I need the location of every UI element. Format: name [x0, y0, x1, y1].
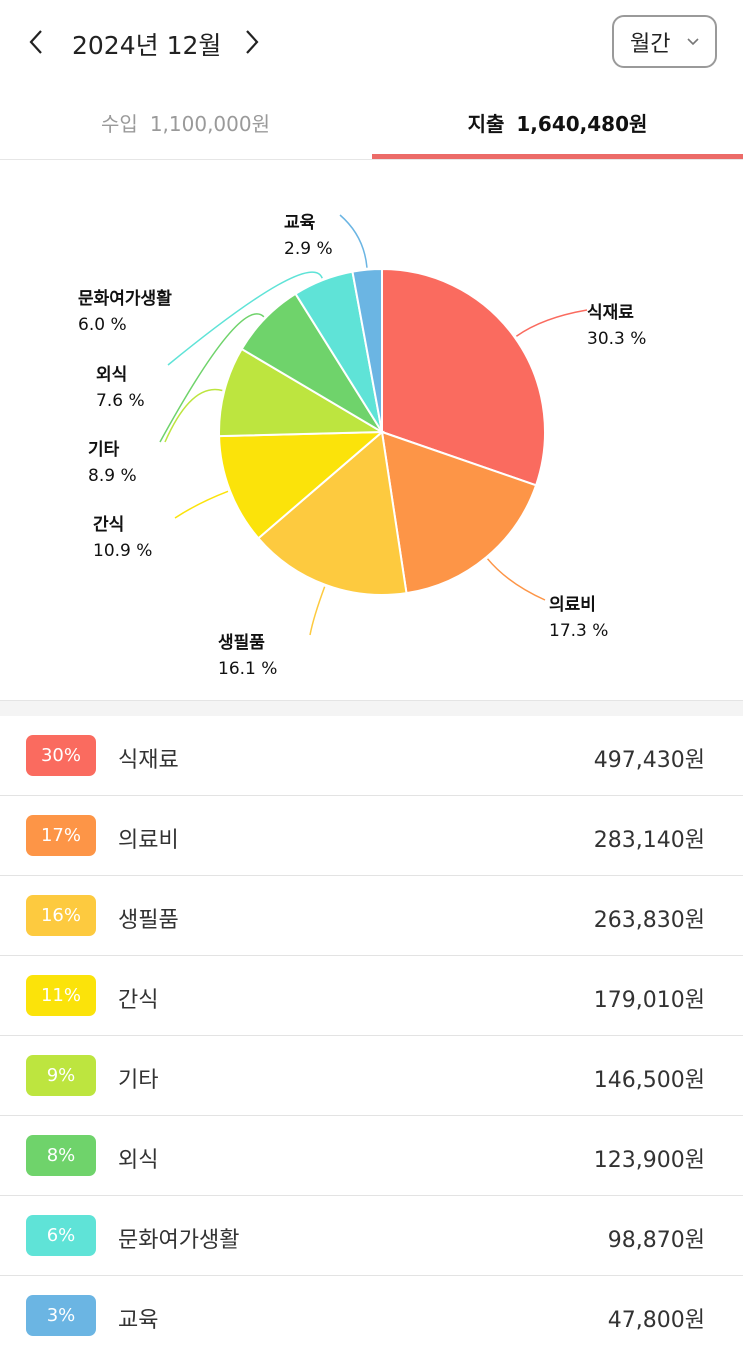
pie-leader-line [174, 490, 229, 519]
tab-income-amount: 1,100,000원 [149, 111, 270, 136]
pie-slice-percent: 6.0 % [78, 315, 127, 335]
category-list: 30% 식재료 497,430원 17% 의료비 283,140원 16% 생필품 263,83… [0, 716, 743, 1354]
pie-slice-name: 기타 [88, 440, 120, 460]
pie-leader-line [159, 313, 265, 443]
category-amount: 263,830원 [593, 908, 705, 933]
pie-slice-name: 문화여가생활 [78, 289, 172, 309]
category-amount: 98,870원 [607, 1228, 705, 1253]
pie-slice[interactable] [381, 267, 546, 487]
percent-badge: 16% [26, 895, 96, 936]
pie-slice-label: 기타 8.9 % [88, 437, 137, 489]
pie-slice[interactable] [218, 430, 385, 540]
pie-leader-line [164, 388, 223, 443]
list-item[interactable]: 16% 생필품 263,830원 [0, 876, 743, 956]
category-name: 문화여가생활 [118, 1228, 240, 1253]
pie-leader-line [486, 558, 546, 601]
category-name: 기타 [118, 1068, 159, 1093]
pie-chart-svg [159, 214, 588, 636]
section-separator [0, 700, 743, 716]
pie-slice-percent: 2.9 % [284, 239, 333, 259]
next-month-button[interactable] [234, 22, 270, 62]
pie-slice-label: 문화여가생활 6.0 % [78, 286, 172, 338]
tab-income-label: 수입 [101, 111, 138, 136]
chevron-down-icon [687, 38, 699, 46]
category-name: 생필품 [118, 908, 179, 933]
tab-expense[interactable]: 지출 1,640,480원 [372, 84, 743, 160]
category-amount: 497,430원 [593, 748, 705, 773]
pie-slice-percent: 10.9 % [93, 541, 153, 561]
pie-leader-line [515, 309, 588, 337]
tab-income[interactable]: 수입 1,100,000원 [0, 84, 371, 160]
pie-slice-name: 식재료 [587, 303, 634, 323]
percent-badge: 11% [26, 975, 96, 1016]
pie-slice[interactable] [256, 430, 408, 596]
percent-badge: 30% [26, 735, 96, 776]
list-item[interactable]: 11% 간식 179,010원 [0, 956, 743, 1036]
income-expense-tabs: 수입 1,100,000원 지출 1,640,480원 [0, 84, 743, 160]
tab-expense-label: 지출 [467, 111, 505, 136]
list-item[interactable]: 8% 외식 123,900원 [0, 1116, 743, 1196]
pie-slice-label: 식재료 30.3 % [587, 300, 646, 352]
percent-badge: 3% [26, 1295, 96, 1336]
list-item[interactable]: 3% 교육 47,800원 [0, 1276, 743, 1354]
chevron-left-icon [29, 30, 42, 54]
tab-expense-amount: 1,640,480원 [516, 111, 648, 136]
pie-leader-line [309, 586, 326, 636]
pie-slice-label: 외식 7.6 % [96, 362, 145, 414]
category-name: 식재료 [118, 748, 179, 773]
list-item[interactable]: 30% 식재료 497,430원 [0, 716, 743, 796]
pie-leader-line [167, 271, 323, 366]
pie-slice-name: 외식 [96, 365, 128, 385]
category-amount: 283,140원 [593, 828, 705, 853]
category-name: 교육 [118, 1308, 159, 1333]
active-tab-indicator [372, 154, 743, 159]
period-dropdown-label: 월간 [630, 31, 671, 57]
category-name: 의료비 [118, 828, 179, 853]
pie-slice-label: 생필품 16.1 % [218, 630, 277, 682]
pie-slice-percent: 17.3 % [549, 621, 609, 641]
pie-slice-name: 생필품 [218, 633, 265, 653]
category-amount: 123,900원 [593, 1148, 705, 1173]
category-name: 외식 [118, 1148, 159, 1173]
category-name: 간식 [118, 988, 159, 1013]
list-item[interactable]: 17% 의료비 283,140원 [0, 796, 743, 876]
period-dropdown[interactable]: 월간 [612, 15, 717, 68]
pie-slice[interactable] [351, 267, 383, 433]
percent-badge: 17% [26, 815, 96, 856]
category-amount: 146,500원 [593, 1068, 705, 1093]
top-bar: 2024년 12월 월간 [0, 0, 743, 84]
pie-slice-percent: 30.3 % [587, 329, 647, 349]
prev-month-button[interactable] [18, 22, 54, 62]
pie-slice-name: 의료비 [549, 595, 596, 615]
chevron-right-icon [246, 30, 259, 54]
month-title: 2024년 12월 [72, 31, 222, 60]
list-item[interactable]: 6% 문화여가생활 98,870원 [0, 1196, 743, 1276]
percent-badge: 9% [26, 1055, 96, 1096]
pie-slice[interactable] [218, 347, 386, 438]
pie-slice-name: 교육 [284, 213, 316, 233]
category-amount: 179,010원 [593, 988, 705, 1013]
pie-slice-percent: 16.1 % [218, 659, 278, 679]
pie-slice[interactable] [380, 430, 538, 595]
pie-slice-percent: 8.9 % [88, 466, 137, 486]
category-amount: 47,800원 [607, 1308, 705, 1333]
expense-pie-chart: 식재료 30.3 % 의료비 17.3 % 생필품 16.1 % 간식 10.9 % 기타 8.9… [0, 160, 743, 700]
pie-slice-label: 교육 2.9 % [284, 210, 333, 262]
pie-slice-name: 간식 [93, 515, 125, 535]
pie-leader-line [339, 214, 368, 268]
pie-slice-label: 의료비 17.3 % [549, 592, 608, 644]
pie-slice-percent: 7.6 % [96, 391, 145, 411]
list-item[interactable]: 9% 기타 146,500원 [0, 1036, 743, 1116]
percent-badge: 6% [26, 1215, 96, 1256]
percent-badge: 8% [26, 1135, 96, 1176]
pie-slice-label: 간식 10.9 % [93, 512, 152, 564]
